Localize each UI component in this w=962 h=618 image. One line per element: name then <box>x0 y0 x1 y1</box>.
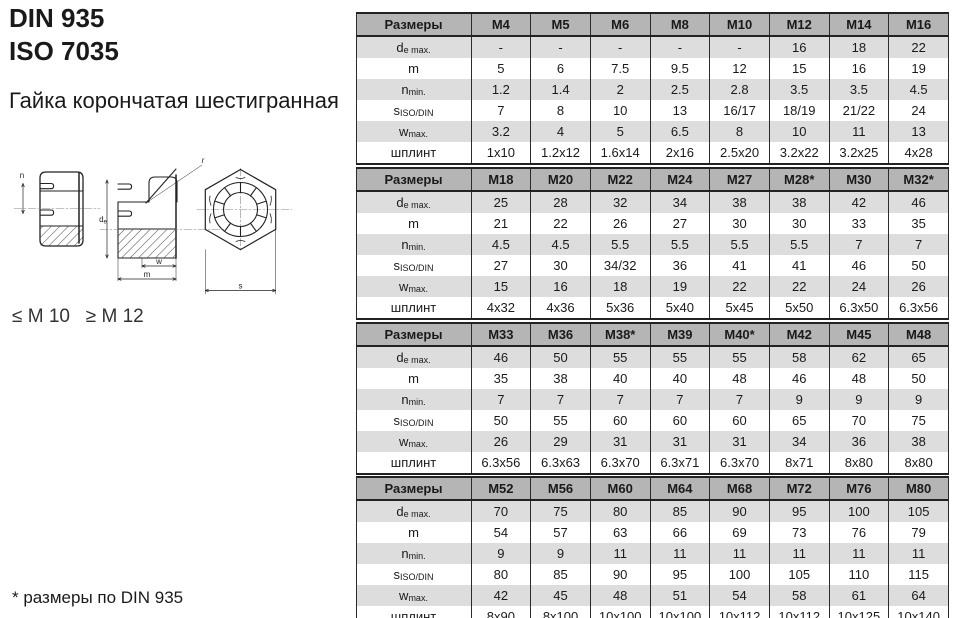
svg-text:m: m <box>144 270 151 279</box>
svg-text:s: s <box>239 282 243 291</box>
svg-text:de: de <box>99 215 107 226</box>
svg-text:n: n <box>20 171 24 180</box>
svg-text:w: w <box>155 257 162 266</box>
svg-text:r: r <box>202 156 205 165</box>
